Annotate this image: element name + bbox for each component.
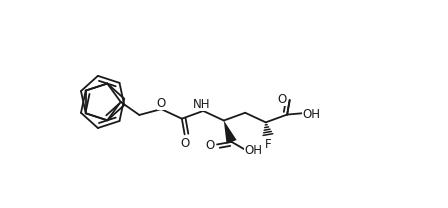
Polygon shape xyxy=(224,120,237,144)
Text: NH: NH xyxy=(192,98,210,111)
Text: OH: OH xyxy=(302,108,320,121)
Text: O: O xyxy=(205,139,214,152)
Text: O: O xyxy=(278,93,287,106)
Text: O: O xyxy=(157,97,166,110)
Text: O: O xyxy=(180,137,189,150)
Text: F: F xyxy=(265,138,271,151)
Text: OH: OH xyxy=(245,144,263,157)
